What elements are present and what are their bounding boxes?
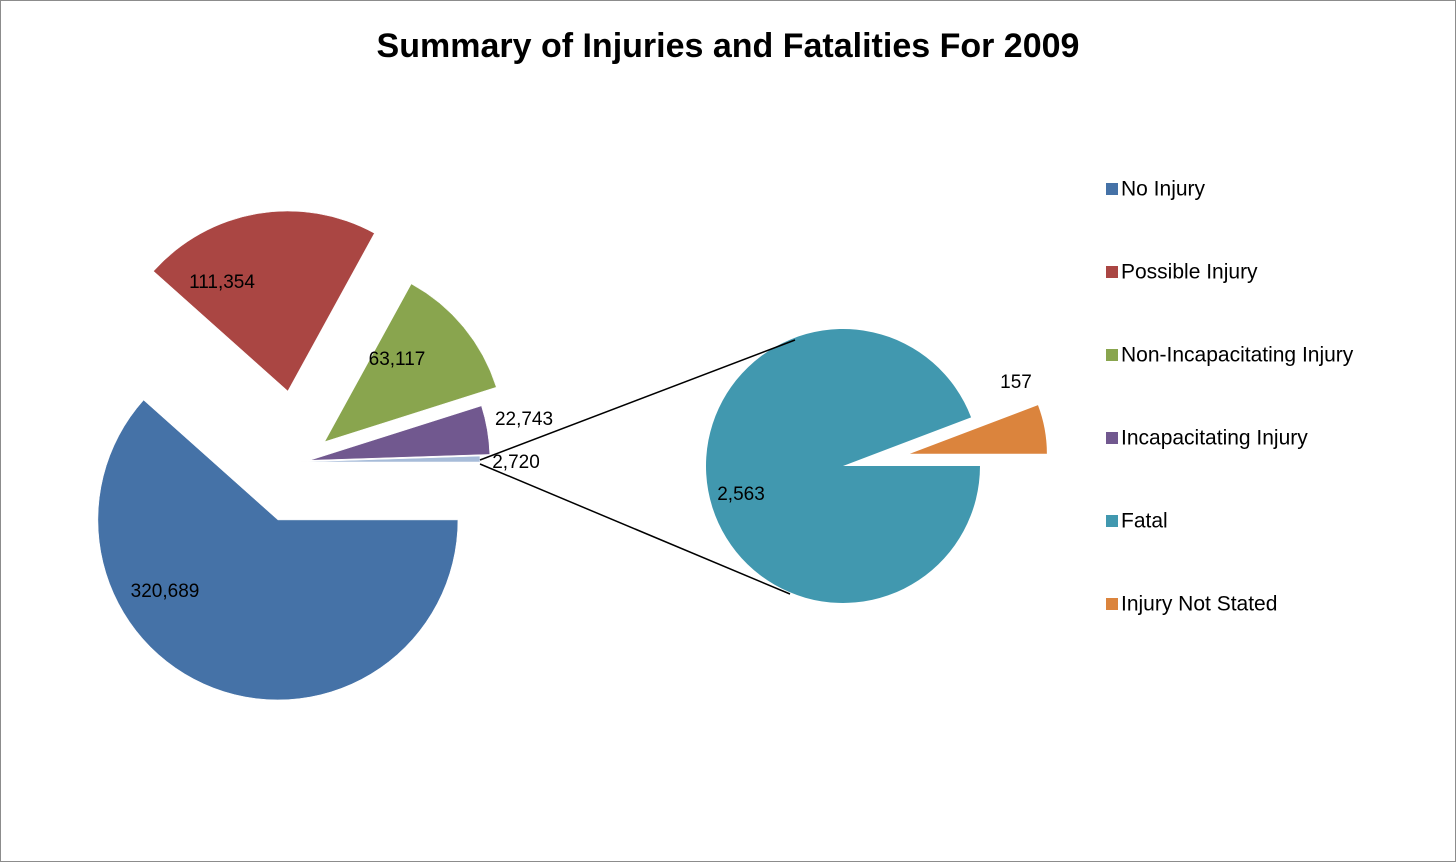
- pie-slice: [324, 283, 497, 443]
- legend-label: Incapacitating Injury: [1121, 427, 1308, 450]
- data-label: 63,117: [369, 349, 426, 370]
- legend-swatch: [1106, 598, 1118, 610]
- pie-slice: [299, 455, 481, 463]
- pie-slice: [153, 210, 375, 392]
- connector-line: [479, 339, 796, 461]
- legend-swatch: [1106, 515, 1118, 527]
- legend-swatch: [1106, 349, 1118, 361]
- chart-title: Summary of Injuries and Fatalities For 2…: [377, 27, 1080, 65]
- connector-line: [479, 463, 791, 595]
- pie-slice: [705, 329, 980, 604]
- legend-swatch: [1106, 432, 1118, 444]
- legend-label: Possible Injury: [1121, 261, 1258, 284]
- data-label: 320,689: [131, 581, 200, 602]
- data-label: 22,743: [495, 409, 553, 430]
- legend-label: No Injury: [1121, 178, 1206, 201]
- data-label: 2,563: [717, 484, 765, 505]
- legend-label: Injury Not Stated: [1121, 593, 1277, 616]
- data-label: 157: [1000, 372, 1032, 393]
- legend-swatch: [1106, 266, 1118, 278]
- pie-slice: [97, 399, 459, 701]
- pie-slice: [309, 405, 491, 461]
- legend-swatch: [1106, 183, 1118, 195]
- legend-label: Fatal: [1121, 510, 1168, 533]
- data-label: 2,720: [492, 452, 540, 473]
- legend-label: Non-Incapacitating Injury: [1121, 344, 1354, 367]
- data-label: 111,354: [189, 272, 255, 293]
- pie-slice: [909, 405, 1047, 454]
